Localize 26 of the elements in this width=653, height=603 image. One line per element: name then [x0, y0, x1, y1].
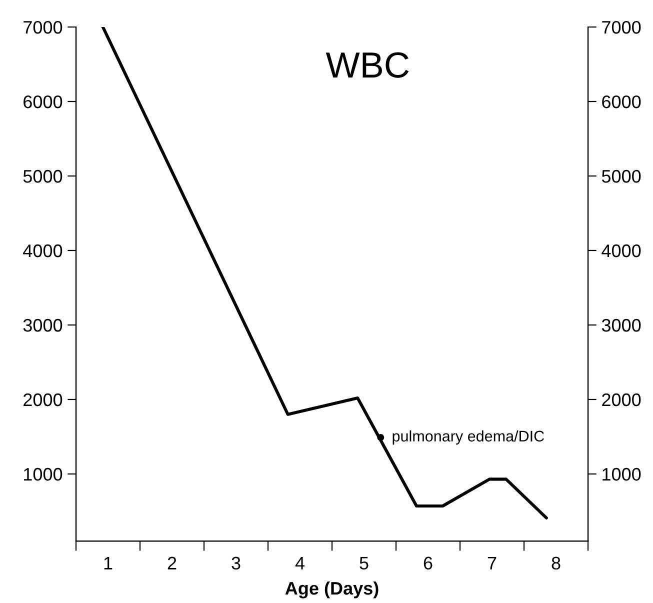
y2-tick-label: 4000 [602, 244, 641, 258]
annotation: pulmonary edema/DIC [392, 430, 544, 445]
y2-tick-label: 1000 [602, 468, 641, 481]
x-tick-label: 7 [488, 556, 496, 570]
y-tick-label: 7000 [24, 20, 62, 34]
line-series [101, 27, 548, 520]
y-tick-label: 1000 [24, 468, 62, 481]
y2-tick-label: 2000 [602, 393, 641, 406]
x-tick-label: 4 [295, 556, 305, 570]
x-axis-title: Age (Days) [285, 581, 378, 598]
x-tick-label: 3 [232, 556, 240, 570]
x-tick-label: 8 [552, 556, 560, 570]
text: WBC [326, 52, 409, 78]
y2-tick-label: 6000 [602, 95, 641, 108]
y-tick-label: 6000 [24, 95, 62, 108]
x-tick-label: 1 [104, 556, 112, 570]
y-tick-label: 3000 [23, 318, 62, 332]
x-tick-label: 6 [424, 556, 432, 570]
y-tick-label: 2000 [24, 393, 62, 406]
y2-tick-label: 7000 [602, 20, 641, 34]
x-tick-label: 2 [168, 556, 176, 570]
x-tick-label: 5 [360, 556, 368, 570]
y2-tick-label: 5000 [602, 170, 641, 183]
y-tick-label: 4000 [23, 244, 62, 258]
y2-tick-label: 3000 [602, 318, 641, 332]
y-tick-label: 5000 [23, 170, 62, 183]
